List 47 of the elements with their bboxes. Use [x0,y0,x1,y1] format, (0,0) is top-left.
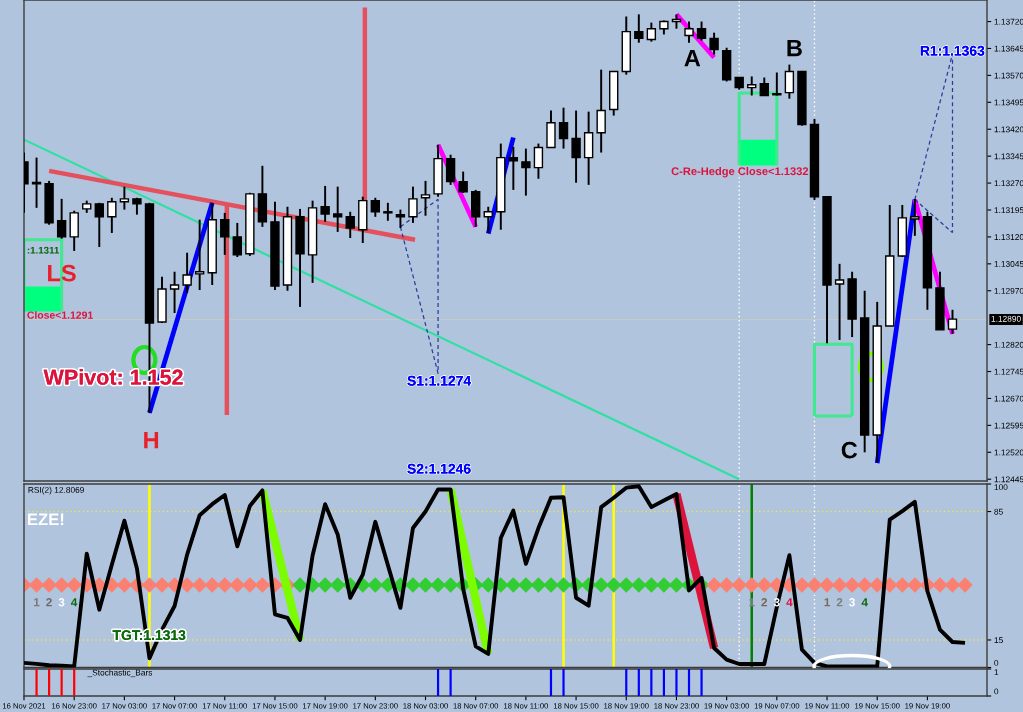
chart-title: _Stochastic_Bars [87,669,153,678]
y-tick-label: 1 [994,669,999,676]
ref-line-label: 1.12890 [991,315,1021,322]
y-tick-label: 1.12445 [994,476,1023,483]
annotation: C-Re-Hedge Close<1.1332 [671,166,809,178]
annotation: 4 [786,598,793,607]
y-tick-label: 1.13120 [994,234,1023,241]
annotation: 3 [849,598,855,607]
y-tick-label: 1.13345 [994,153,1023,160]
annotation: 2 [46,598,52,607]
annotation: 2 [836,598,843,607]
y-tick-label: 1.12820 [994,341,1023,348]
y-tick-label: 0 [994,659,999,666]
annotation: C [841,441,858,459]
annotation: B [787,39,802,57]
y-tick-label: 1.12970 [994,287,1023,294]
y-tick-label: 85 [994,508,1003,515]
annotation: 1 [33,598,40,607]
y-tick-label: 1.12520 [994,449,1023,456]
y-tick-label: 0 [994,688,999,695]
y-tick-label: 1.13495 [994,99,1023,106]
y-tick-label: 1.13420 [994,126,1023,133]
annotation: H [144,431,159,449]
y-tick-label: 1.13570 [994,72,1023,79]
y-tick-label: 1.13720 [994,18,1023,25]
y-tick-label: 1.12745 [994,368,1023,375]
y-tick-label: 1.12670 [994,395,1023,402]
y-tick-label: 1.13645 [994,45,1023,52]
annotation: R1:1.1363 [920,45,985,56]
annotation: 4 [861,598,868,607]
annotation: S1:1.1274 [407,375,472,386]
y-tick-label: 1.13270 [994,180,1023,187]
annotation: S2:1.1246 [407,463,471,474]
y-tick-label: 15 [994,637,1003,644]
annotation: :1.1311 [27,246,60,254]
chart-title: RSI(2) 12.8069 [28,486,84,495]
y-tick-label: 1.12595 [994,422,1023,429]
y-tick-label: 1.13195 [994,207,1023,214]
annotation: A [684,49,701,67]
annotation: 3 [58,598,65,607]
y-tick-label: 1.13045 [994,261,1023,267]
y-tick-label: 100 [994,484,1008,491]
annotation: 4 [70,598,78,607]
annotation: EZE! [28,513,64,526]
annotation: Close<1.1291 [27,311,93,319]
annotation: 2 [761,598,768,607]
annotation: 1 [824,598,830,607]
